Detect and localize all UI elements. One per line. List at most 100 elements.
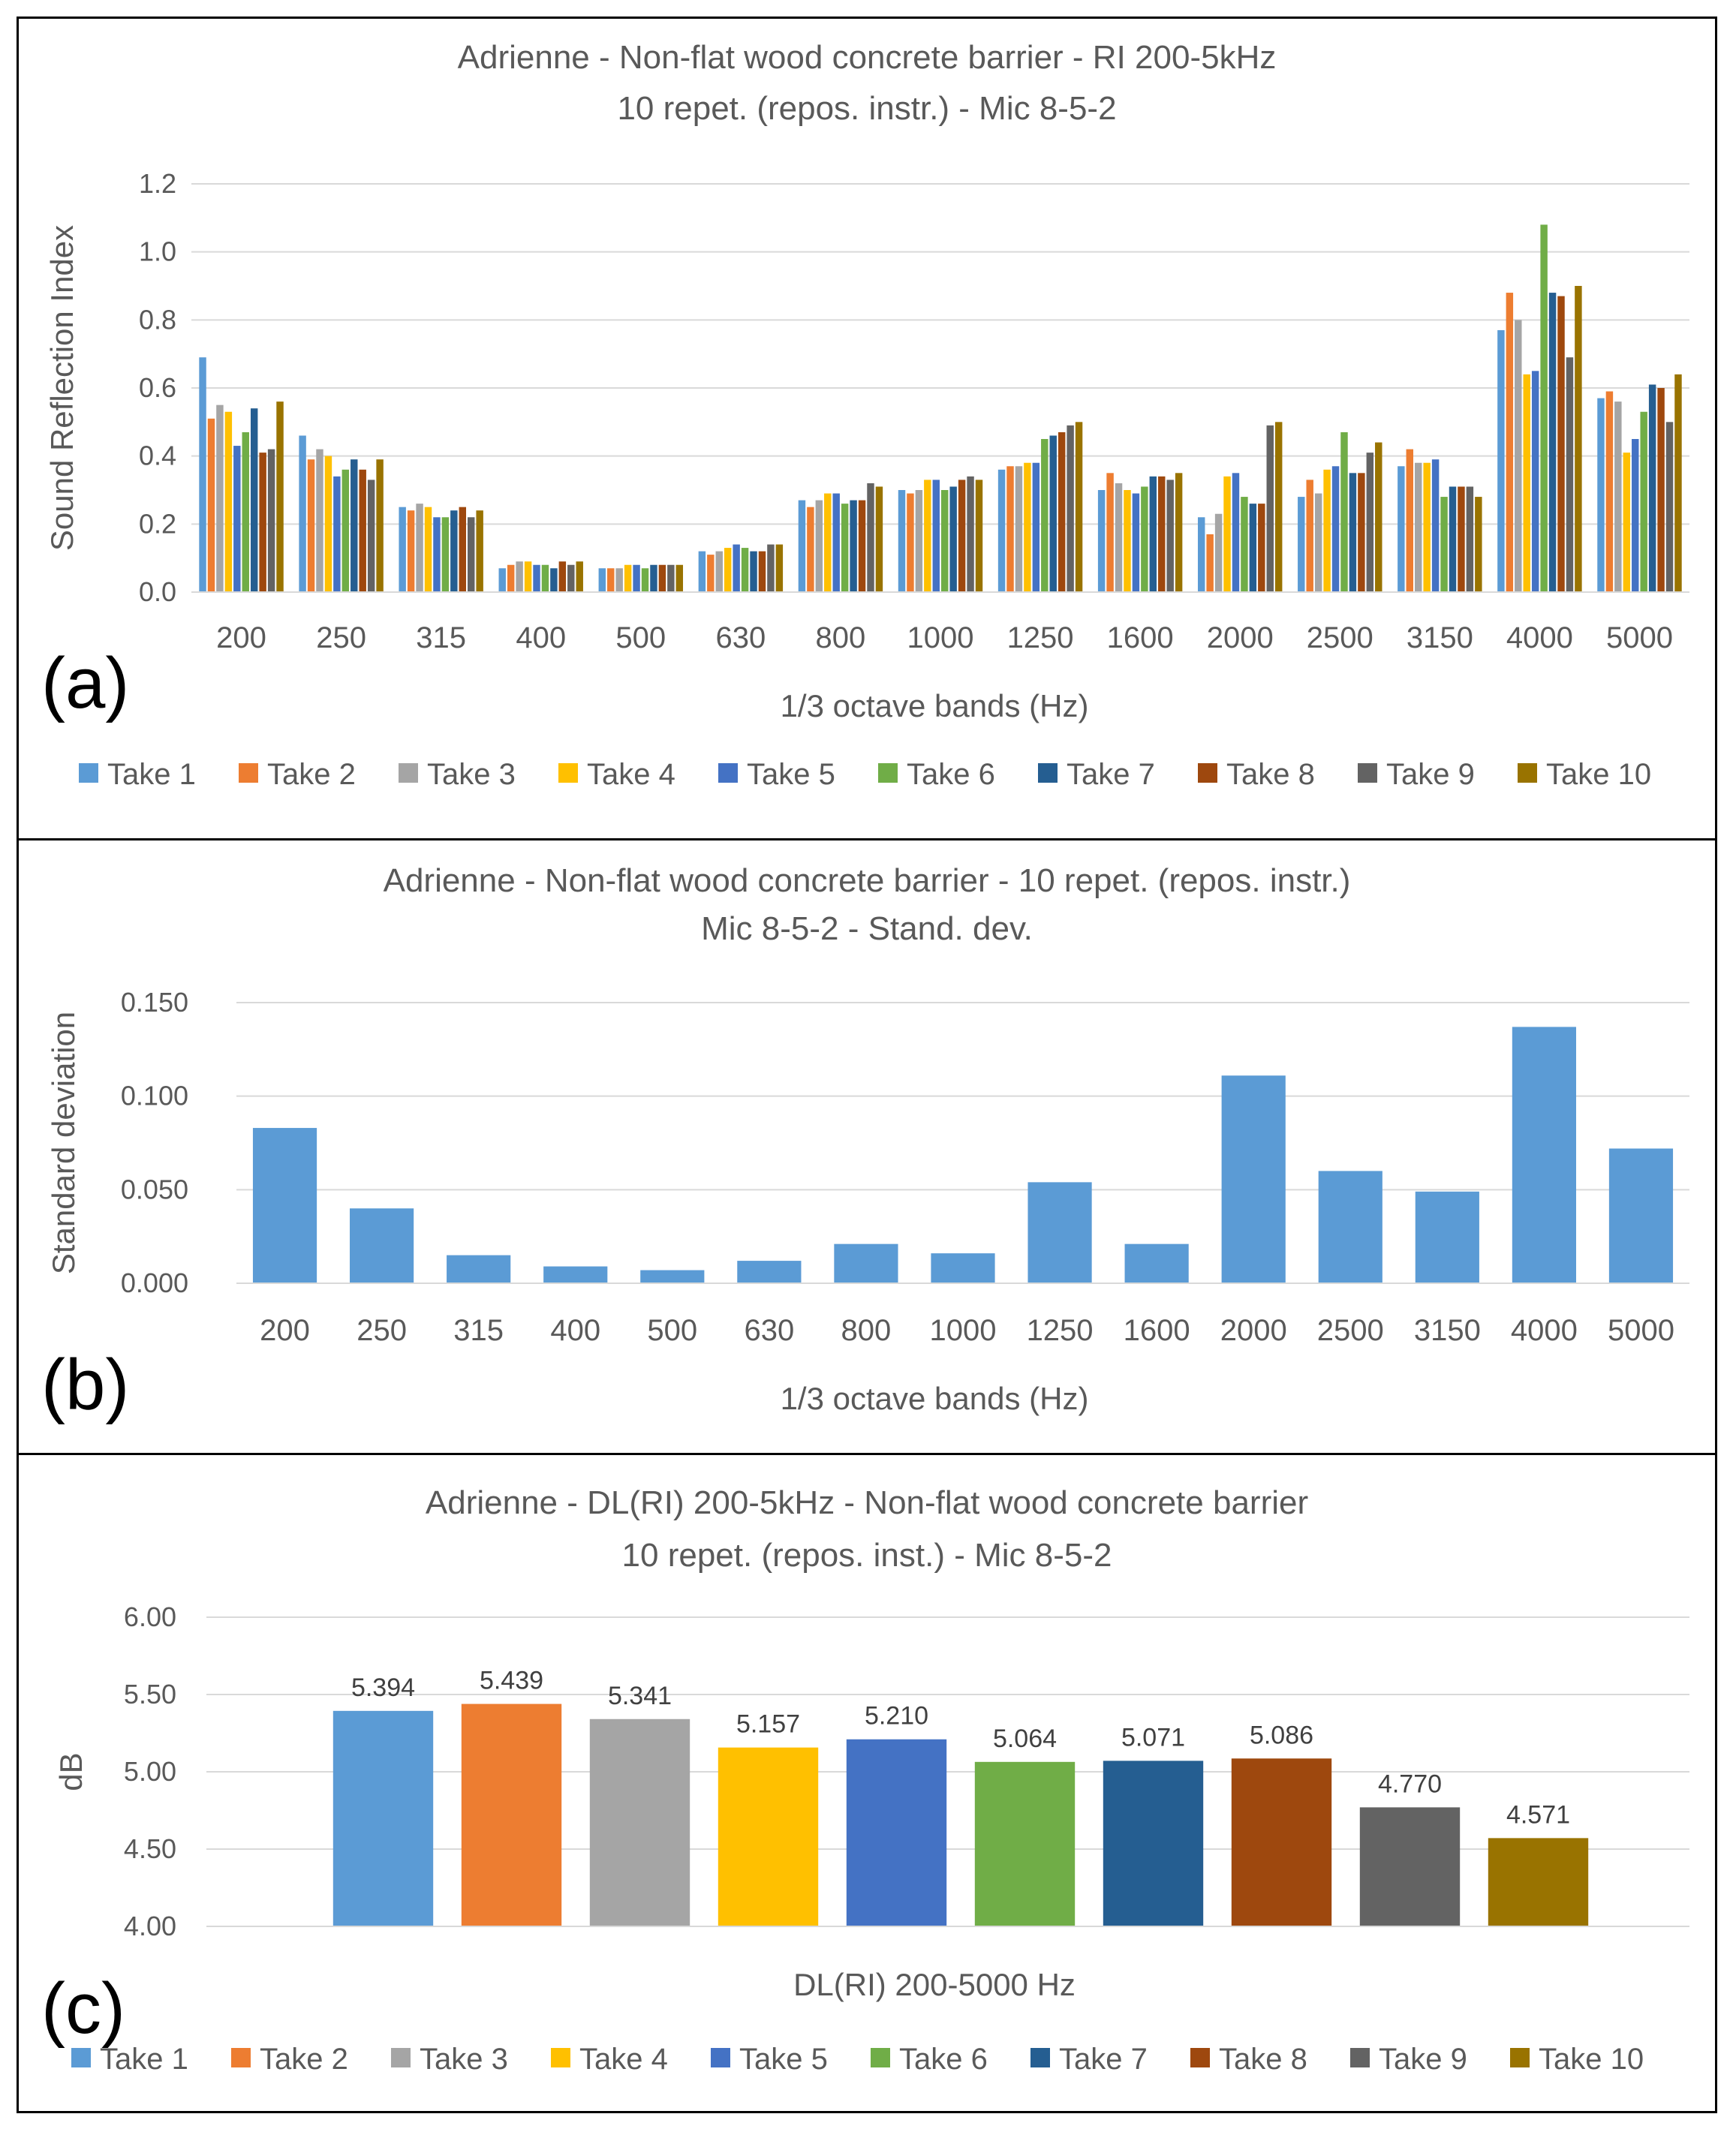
chart-b-bar-500 <box>640 1270 705 1283</box>
chart-a-bar-500-take-10 <box>675 564 684 592</box>
chart-a-bar-3150-take-9 <box>1466 486 1474 592</box>
chart-a-bar-315-take-9 <box>467 517 475 592</box>
chart-a-bar-800-take-4 <box>824 493 832 592</box>
chart-c-xlabel: DL(RI) 200-5000 Hz <box>793 1967 1076 2002</box>
chart-a-legend-swatch <box>1518 763 1537 783</box>
chart-a-bar-630-take-6 <box>741 548 749 592</box>
chart-a-bar-5000-take-3 <box>1614 401 1622 592</box>
chart-a-bar-2500-take-4 <box>1323 469 1331 592</box>
chart-a-bar-500-take-9 <box>667 564 675 592</box>
chart-b-xlabel: 1/3 octave bands (Hz) <box>781 1381 1089 1416</box>
chart-b-ytick-label: 0.050 <box>121 1174 188 1204</box>
chart-c-legend-label: Take 1 <box>100 2043 188 2076</box>
chart-a-bar-630-take-8 <box>758 551 766 592</box>
chart-a-bar-630-take-1 <box>698 551 706 592</box>
chart-a-bar-500-take-1 <box>598 568 606 592</box>
chart-b-bar-1600 <box>1124 1243 1189 1283</box>
chart-a-bar-800-take-9 <box>867 483 874 592</box>
chart-a-bar-5000-take-6 <box>1640 411 1647 592</box>
chart-c-bar-take-9 <box>1359 1807 1461 1926</box>
chart-a-bar-2500-take-8 <box>1358 473 1365 592</box>
chart-a-xtick-label: 250 <box>316 621 366 654</box>
chart-a-bar-400-take-5 <box>533 564 540 592</box>
chart-c-legend-label: Take 5 <box>739 2043 828 2076</box>
chart-b-ytick-label: 0.000 <box>121 1267 188 1298</box>
chart-b-bar-4000 <box>1512 1027 1576 1283</box>
chart-b-xtick-label: 250 <box>357 1314 407 1347</box>
chart-a-ytick-label: 0.6 <box>139 372 176 403</box>
chart-a-legend-label: Take 8 <box>1226 758 1315 791</box>
chart-b-xtick-label: 800 <box>841 1314 892 1347</box>
chart-c-ylabel: dB <box>53 1752 89 1791</box>
chart-b-xtick-label: 500 <box>647 1314 697 1347</box>
chart-a-bar-2500-take-3 <box>1314 493 1322 592</box>
chart-c-legend-swatch <box>71 2048 91 2067</box>
chart-a-bar-1600-take-1 <box>1097 490 1106 592</box>
chart-a-bar-3150-take-2 <box>1406 449 1414 592</box>
chart-a-title-line-1: Adrienne - Non-flat wood concrete barrie… <box>458 39 1277 76</box>
chart-a-bar-2500-take-2 <box>1306 480 1313 592</box>
chart-a-bar-2000-take-1 <box>1197 517 1205 592</box>
chart-a-bar-4000-take-6 <box>1540 224 1548 592</box>
chart-a-bar-500-take-4 <box>624 564 632 592</box>
chart-b-xtick-label: 5000 <box>1608 1314 1674 1347</box>
chart-a-bar-2000-take-10 <box>1274 422 1283 592</box>
chart-c-legend-swatch <box>1510 2048 1530 2067</box>
chart-a-bar-200-take-3 <box>216 404 224 592</box>
chart-a-bar-200-take-5 <box>233 446 241 592</box>
chart-b-xtick-label: 2000 <box>1220 1314 1287 1347</box>
chart-a-bar-630-take-5 <box>733 544 740 592</box>
chart-a-bar-5000-take-10 <box>1674 374 1682 592</box>
chart-a-bar-1250-take-6 <box>1041 439 1049 592</box>
chart-a-bar-315-take-1 <box>399 507 406 592</box>
chart-a-bar-5000-take-1 <box>1597 398 1605 592</box>
chart-a-bar-630-take-3 <box>715 551 723 592</box>
chart-a-bar-4000-take-7 <box>1548 293 1557 592</box>
chart-c-legend-swatch <box>1190 2048 1210 2067</box>
chart-a-bar-1600-take-4 <box>1124 490 1131 592</box>
chart-c-ytick-label: 4.50 <box>124 1833 176 1864</box>
chart-a-bar-630-take-7 <box>750 551 757 592</box>
chart-c-bar-take-7 <box>1103 1761 1204 1926</box>
chart-a-bar-1250-take-3 <box>1015 466 1023 592</box>
chart-b-svg: Adrienne - Non-flat wood concrete barrie… <box>41 862 1689 1425</box>
chart-a-bar-2500-take-9 <box>1366 453 1374 592</box>
chart-a-bar-800-take-6 <box>841 504 849 592</box>
chart-c-bar-take-2 <box>461 1704 562 1926</box>
chart-a-bar-2500-take-1 <box>1298 497 1305 592</box>
chart-a-bar-1000-take-4 <box>924 480 931 592</box>
chart-a-bar-250-take-1 <box>299 435 306 592</box>
chart-a-bar-200-take-10 <box>276 401 284 592</box>
chart-a-bar-315-take-8 <box>459 507 466 592</box>
chart-a-bar-500-take-3 <box>615 568 623 592</box>
chart-a-bar-2500-take-10 <box>1375 442 1382 592</box>
chart-a-bar-2000-take-9 <box>1266 425 1274 592</box>
chart-a-bar-3150-take-6 <box>1440 497 1448 592</box>
chart-c-legend-swatch <box>391 2048 411 2067</box>
chart-a-legend-swatch <box>399 763 418 783</box>
chart-a-bar-1000-take-6 <box>941 490 949 592</box>
chart-c-legend-swatch <box>711 2048 730 2067</box>
chart-a-bar-5000-take-9 <box>1665 422 1674 592</box>
chart-c-title-line-2: 10 repet. (repos. inst.) - Mic 8-5-2 <box>622 1537 1112 1574</box>
chart-a-bar-1000-take-1 <box>898 490 906 592</box>
chart-a-bar-630-take-10 <box>775 544 784 592</box>
chart-b-bar-2500 <box>1318 1171 1382 1283</box>
chart-a-ytick-label: 0.8 <box>139 304 176 335</box>
chart-c-ytick-label: 5.50 <box>124 1679 176 1710</box>
chart-a-bar-5000-take-4 <box>1623 453 1631 592</box>
chart-b-ylabel: Standard deviation <box>46 1012 81 1274</box>
chart-a-bar-800-take-8 <box>858 500 866 592</box>
chart-a-bar-1000-take-7 <box>949 486 957 592</box>
chart-a-bar-1600-take-7 <box>1149 476 1157 592</box>
chart-a-bar-2000-take-7 <box>1249 504 1257 592</box>
chart-a-bar-3150-take-7 <box>1449 486 1457 592</box>
chart-c-legend-swatch <box>1350 2048 1370 2067</box>
chart-a-bar-2500-take-6 <box>1340 432 1348 592</box>
chart-b-xtick-label: 1000 <box>930 1314 997 1347</box>
chart-b-bar-800 <box>834 1243 898 1283</box>
chart-c-legend-label: Take 2 <box>260 2043 348 2076</box>
chart-c-panel-label: (c) <box>41 1968 125 2049</box>
chart-a-legend-swatch <box>718 763 738 783</box>
chart-b-bar-315 <box>447 1255 511 1283</box>
